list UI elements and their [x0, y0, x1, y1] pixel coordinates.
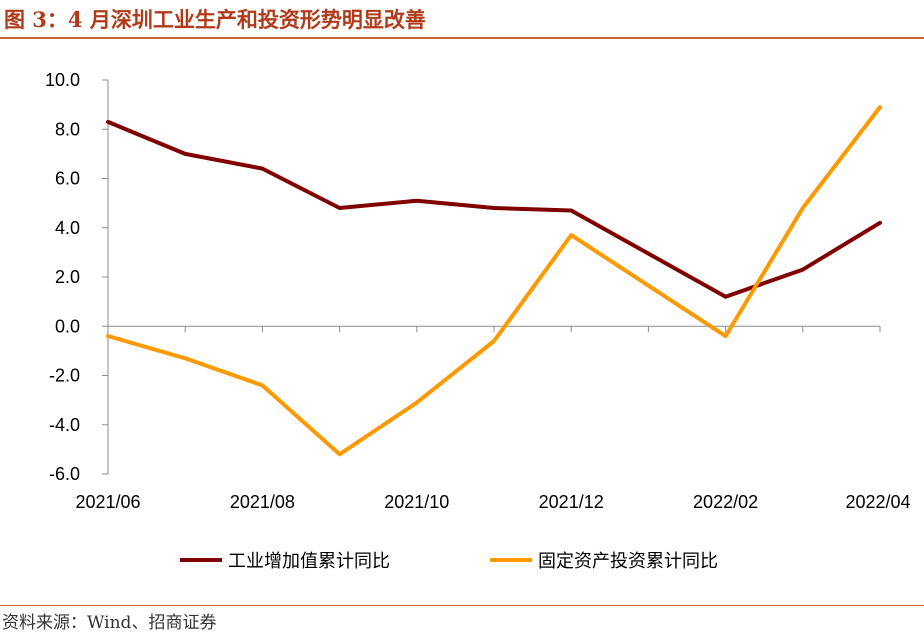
y-tick-label: -4.0 [49, 415, 80, 435]
series-line-fixed-asset-investment [106, 105, 882, 457]
y-tick-label: -6.0 [49, 464, 80, 484]
y-tick-label: 8.0 [55, 119, 80, 139]
source-note: 资料来源：Wind、招商证券 [2, 613, 217, 633]
line-chart: 10.0 8.0 6.0 4.0 2.0 0.0 -2.0 -4.0 -6.0 2021/06 20… [45, 70, 911, 572]
y-tick-label: 4.0 [55, 218, 80, 238]
x-tick-label: 2021/10 [384, 492, 449, 512]
x-tick-label: 2021/06 [75, 492, 140, 512]
figure-title: 图 3：4 月深圳工业生产和投资形势明显改善 [4, 7, 426, 32]
y-tick-label: 10.0 [45, 70, 80, 90]
y-tick-label: 2.0 [55, 267, 80, 287]
source-rule [0, 605, 924, 606]
y-tick-label: 0.0 [55, 316, 80, 336]
title-rule [0, 37, 924, 39]
series-line-industrial-value-added [106, 119, 882, 299]
x-tick-label: 2021/12 [539, 492, 604, 512]
x-tick-label: 2022/04 [845, 492, 910, 512]
y-tick-label: 6.0 [55, 169, 80, 189]
x-tick-label: 2021/08 [230, 492, 295, 512]
legend-label: 工业增加值累计同比 [228, 551, 390, 572]
y-tick-label: -2.0 [49, 366, 80, 386]
legend-label: 固定资产投资累计同比 [538, 551, 718, 572]
x-tick-label: 2022/02 [693, 492, 758, 512]
